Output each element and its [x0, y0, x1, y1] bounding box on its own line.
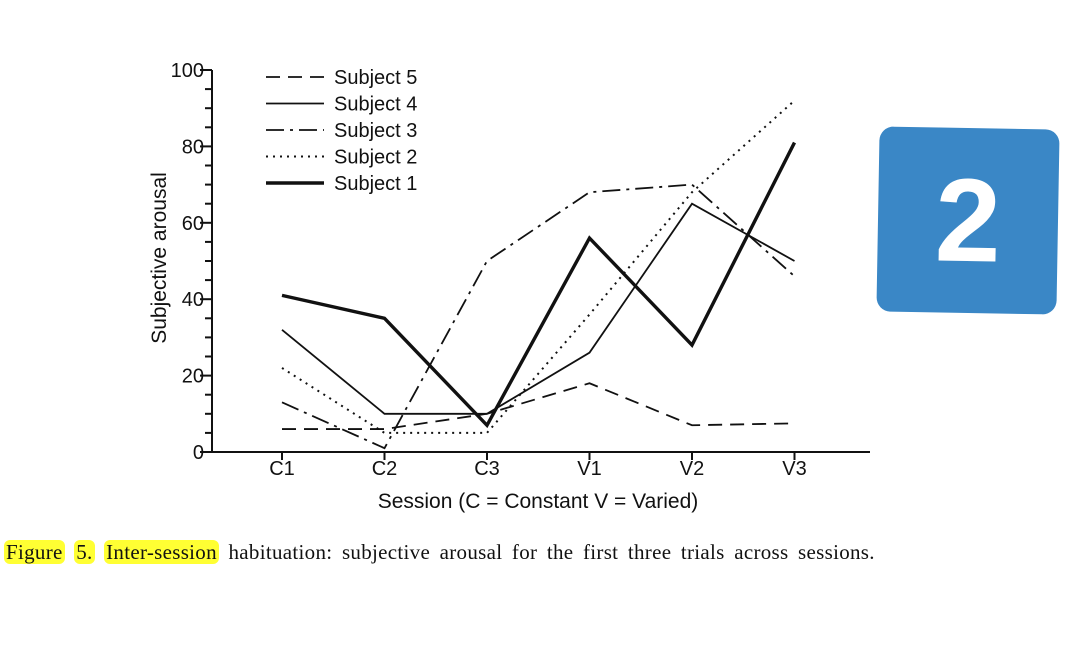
chart-legend: Subject 5 Subject 4 Subject 3 Subject 2 Subj…	[266, 67, 417, 195]
series-line-subject-4	[281, 202, 795, 415]
y-tick-label: 20	[182, 366, 204, 388]
x-tick-label: C1	[269, 458, 295, 480]
series-line-subject-5	[282, 382, 795, 430]
legend-label: Subject 1	[334, 173, 417, 195]
y-tick-label: 0	[193, 442, 204, 464]
x-tick-label: C2	[372, 458, 398, 480]
x-tick-label: C3	[474, 458, 500, 480]
caption-figure-label: Figure	[4, 540, 65, 564]
y-tick-label: 100	[171, 60, 204, 82]
legend-label: Subject 3	[334, 120, 417, 142]
chart-series	[281, 99, 797, 450]
caption-heading: Inter-session	[104, 540, 219, 564]
caption-text: habituation: subjective arousal for the …	[228, 540, 875, 564]
y-tick-label: 40	[182, 289, 204, 311]
page-number: 2	[934, 153, 1002, 288]
x-axis-title: Session (C = Constant V = Varied)	[378, 490, 699, 513]
legend-label: Subject 2	[334, 147, 417, 169]
chart-axes: 0 20 40 60 80 100 C1 C2 C3 V1 V2 V3 Session (C = Con…	[148, 60, 870, 513]
y-tick-label: 60	[182, 213, 204, 235]
legend-label: Subject 4	[334, 94, 417, 116]
series-line-subject-3	[281, 183, 796, 450]
page-number-badge: 2	[876, 126, 1060, 315]
x-tick-label: V3	[782, 458, 806, 480]
series-line-subject-1	[281, 141, 797, 429]
x-tick-label: V1	[577, 458, 601, 480]
legend-label: Subject 5	[334, 67, 417, 89]
y-tick-label: 80	[182, 136, 204, 158]
series-line-subject-2	[281, 99, 796, 434]
y-axis-title: Subjective arousal	[148, 172, 171, 344]
caption-figure-number: 5.	[74, 540, 95, 564]
x-tick-label: V2	[680, 458, 704, 480]
figure-caption: Figure 5. Inter-session habituation: sub…	[4, 540, 1074, 565]
